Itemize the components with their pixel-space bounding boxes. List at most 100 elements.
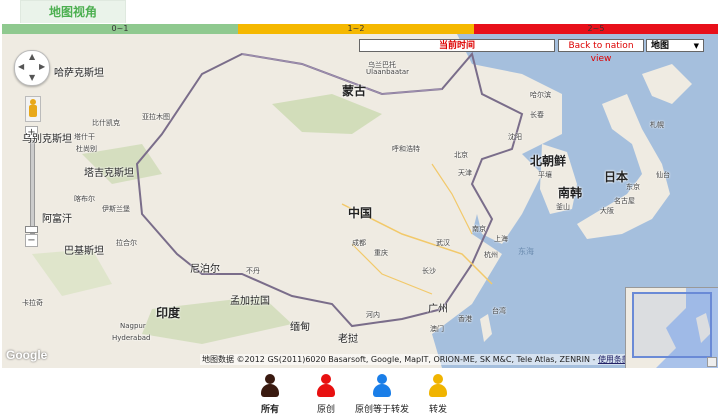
person-icon-head bbox=[321, 374, 331, 384]
map-label: 日本 bbox=[604, 170, 629, 184]
filter-all[interactable]: 所有 bbox=[240, 374, 300, 415]
map-label: 成都 bbox=[352, 239, 366, 247]
map-label: 乌别克斯坦 bbox=[22, 134, 72, 145]
map-label: 哈尔滨 bbox=[530, 91, 551, 99]
copyright-text: 地图数据 ©2012 GS(2011)6020 Basarsoft, Googl… bbox=[202, 355, 598, 364]
person-icon-body bbox=[317, 384, 335, 397]
back-to-nation-button[interactable]: Back to nation view bbox=[558, 39, 644, 64]
zoom-slider-track[interactable] bbox=[30, 140, 35, 234]
pan-left-icon[interactable]: ◀ bbox=[18, 62, 25, 71]
legend-label-high: 2~5 bbox=[587, 24, 605, 33]
legend-segment-high: 2~5 bbox=[474, 24, 718, 34]
map-label: 东京 bbox=[626, 183, 640, 191]
map-label: 比什凯克 bbox=[92, 119, 120, 127]
filter-label: 原创 bbox=[316, 405, 335, 415]
map-label: 塔什干 bbox=[74, 133, 95, 141]
map-label: 杭州 bbox=[484, 251, 498, 259]
map-type-label: 地图 bbox=[651, 41, 670, 51]
map-label: 武汉 bbox=[436, 239, 450, 247]
overview-toggle-icon[interactable] bbox=[707, 357, 717, 367]
person-icon-body bbox=[373, 384, 391, 397]
map-label: 重庆 bbox=[374, 249, 388, 257]
current-time-button[interactable]: 当前时间 bbox=[359, 39, 555, 52]
map-label: 蒙古 bbox=[342, 84, 367, 98]
map-label: 南京 bbox=[472, 225, 486, 233]
map-label: 老挝 bbox=[338, 334, 358, 345]
map-type-select[interactable]: 地图 ▼ bbox=[646, 39, 704, 52]
map-label: 杜尚别 bbox=[76, 145, 97, 153]
pan-down-icon[interactable]: ▼ bbox=[29, 73, 36, 82]
map-label: 釜山 bbox=[556, 203, 570, 211]
overview-map[interactable] bbox=[625, 287, 718, 368]
person-icon-head bbox=[265, 374, 275, 384]
pan-control[interactable]: ▲ ▼ ◀ ▶ bbox=[14, 50, 50, 86]
person-icon bbox=[372, 374, 392, 398]
legend-segment-low: 0~1 bbox=[2, 24, 238, 34]
terms-link[interactable]: 使用条款 bbox=[597, 355, 630, 364]
filter-original[interactable]: 原创 bbox=[296, 374, 356, 415]
zoom-out-button[interactable]: − bbox=[25, 234, 38, 247]
filter-repost[interactable]: 转发 bbox=[408, 374, 468, 415]
map-label: Ulaanbaatar bbox=[366, 68, 410, 76]
map-copyright: 地图数据 ©2012 GS(2011)6020 Basarsoft, Googl… bbox=[200, 354, 632, 365]
map-label: 北朝鲜 bbox=[530, 154, 567, 168]
map-label: 孟加拉国 bbox=[230, 296, 270, 307]
map-label: 哈萨克斯坦 bbox=[54, 68, 104, 79]
map-label: 巴基斯坦 bbox=[64, 246, 104, 257]
overview-viewport[interactable] bbox=[632, 292, 712, 358]
map-canvas[interactable]: 当前时间 Back to nation view 地图 ▼ ▲ ▼ ◀ ▶ + … bbox=[2, 34, 718, 368]
person-icon bbox=[260, 374, 280, 398]
map-label: 阿富汗 bbox=[42, 214, 72, 225]
map-label: 上海 bbox=[494, 235, 508, 243]
map-label: Nagpur bbox=[120, 322, 146, 330]
street-view-pegman-icon[interactable] bbox=[25, 96, 41, 122]
pan-right-icon[interactable]: ▶ bbox=[39, 62, 46, 71]
map-label: 仙台 bbox=[656, 171, 670, 179]
tab-bar: 地图视角 bbox=[0, 0, 720, 24]
map-label: 澳门 bbox=[430, 325, 444, 333]
map-label: 不丹 bbox=[246, 267, 260, 275]
map-label: 南韩 bbox=[558, 186, 583, 200]
filter-label: 原创等于转发 bbox=[354, 405, 409, 415]
map-label: 亚拉木图 bbox=[142, 113, 170, 121]
person-icon-head bbox=[377, 374, 387, 384]
map-label: 香港 bbox=[458, 315, 472, 323]
map-label: 河内 bbox=[366, 311, 380, 319]
person-icon-body bbox=[261, 384, 279, 397]
map-label: 大阪 bbox=[600, 207, 614, 215]
person-icon-body bbox=[429, 384, 447, 397]
map-label: 天津 bbox=[458, 169, 472, 177]
filter-original-equals-repost[interactable]: 原创等于转发 bbox=[352, 374, 412, 415]
map-label: Hyderabad bbox=[112, 334, 151, 342]
map-label: 平壤 bbox=[538, 171, 552, 179]
person-icon bbox=[316, 374, 336, 398]
map-label: 札幌 bbox=[650, 121, 664, 129]
map-label: 拉合尔 bbox=[116, 239, 137, 247]
map-label: 长沙 bbox=[422, 267, 436, 275]
map-label: 广州 bbox=[428, 304, 448, 315]
chevron-down-icon: ▼ bbox=[693, 42, 699, 50]
map-label: 伊斯兰堡 bbox=[102, 205, 130, 213]
legend-bar: 0~1 1~2 2~5 bbox=[2, 24, 718, 34]
filter-bar: 所有 原创 原创等于转发 转发 bbox=[0, 368, 720, 418]
zoom-control: + − bbox=[25, 126, 39, 248]
map-label: 沈阳 bbox=[508, 133, 522, 141]
map-label: 喀布尔 bbox=[74, 195, 95, 203]
map-label: 缅甸 bbox=[290, 322, 310, 333]
map-base bbox=[32, 34, 718, 368]
map-label: 乌兰巴托 bbox=[368, 61, 396, 69]
map-label: 卡拉奇 bbox=[22, 299, 43, 307]
tab-map-view[interactable]: 地图视角 bbox=[20, 0, 126, 23]
pan-up-icon[interactable]: ▲ bbox=[29, 52, 36, 61]
zoom-in-button[interactable]: + bbox=[25, 126, 38, 139]
map-label: 东海 bbox=[518, 247, 534, 256]
map-label: 呼和浩特 bbox=[392, 145, 420, 153]
map-label: 长春 bbox=[530, 111, 544, 119]
map-label: 塔吉克斯坦 bbox=[84, 168, 134, 179]
overview-land bbox=[626, 288, 711, 368]
filter-label: 所有 bbox=[260, 405, 279, 415]
filter-label: 转发 bbox=[428, 405, 447, 415]
map-label: 北京 bbox=[454, 151, 468, 159]
zoom-slider-handle[interactable] bbox=[25, 226, 38, 233]
google-logo: Google bbox=[6, 348, 48, 362]
